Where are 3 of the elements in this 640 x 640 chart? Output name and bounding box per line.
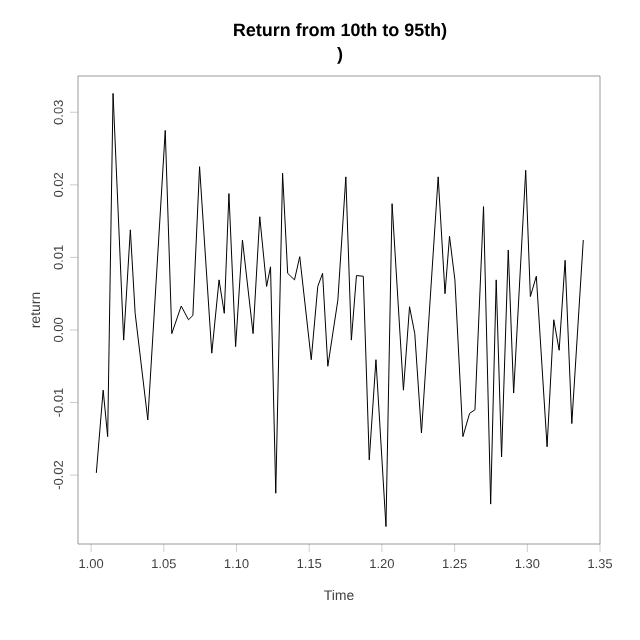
- line-series: [95, 92, 584, 528]
- chart-subtitle: ): [337, 47, 343, 64]
- chart-title: Return from 10th to 95th): [234, 23, 447, 40]
